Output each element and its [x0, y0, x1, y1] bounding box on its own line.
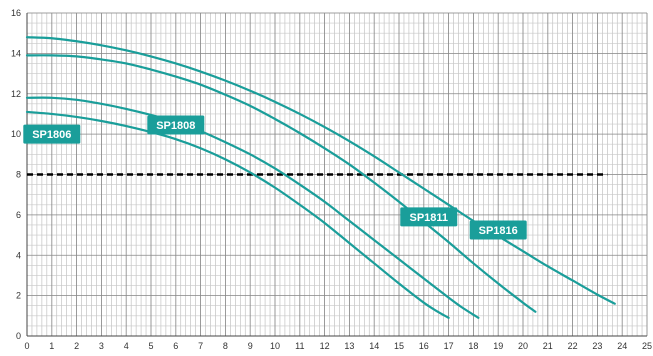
- x-tick-label: 15: [394, 341, 404, 351]
- x-tick-label: 25: [642, 341, 652, 351]
- y-tick-label: 6: [16, 210, 21, 220]
- y-tick-label: 16: [11, 8, 21, 18]
- y-tick-label: 14: [11, 48, 21, 58]
- y-tick-label: 12: [11, 89, 21, 99]
- y-tick-label: 10: [11, 129, 21, 139]
- x-tick-label: 8: [223, 341, 228, 351]
- x-tick-label: 5: [148, 341, 153, 351]
- x-tick-label: 16: [419, 341, 429, 351]
- x-tick-label: 14: [369, 341, 379, 351]
- y-tick-label: 0: [16, 331, 21, 341]
- x-tick-label: 12: [320, 341, 330, 351]
- x-tick-label: 10: [270, 341, 280, 351]
- x-tick-label: 6: [173, 341, 178, 351]
- series-line-sp1806: [25, 110, 450, 319]
- x-tick-label: 19: [493, 341, 503, 351]
- label-badge-sp1811: [400, 207, 458, 227]
- x-tick-label: 20: [518, 341, 528, 351]
- grid: [26, 12, 648, 337]
- label-badge-sp1806: [23, 124, 81, 144]
- label-text-sp1806: SP1806: [32, 129, 71, 141]
- x-tick-label: 11: [295, 341, 304, 351]
- x-tick-label: 24: [617, 341, 627, 351]
- label-text-sp1811: SP1811: [409, 212, 448, 224]
- y-tick-label: 2: [16, 291, 21, 301]
- x-tick-label: 7: [198, 341, 203, 351]
- y-tick-label: 8: [16, 170, 21, 180]
- x-tick-label: 0: [24, 341, 29, 351]
- x-tick-label: 13: [344, 341, 354, 351]
- x-tick-label: 18: [468, 341, 478, 351]
- x-tick-label: 2: [74, 341, 79, 351]
- x-tick-label: 4: [124, 341, 129, 351]
- x-tick-label: 17: [444, 341, 454, 351]
- label-badge-sp1816: [469, 220, 527, 240]
- x-tick-label: 23: [592, 341, 602, 351]
- label-badge-sp1808: [147, 115, 205, 135]
- x-tick-label: 22: [568, 341, 578, 351]
- y-tick-label: 4: [16, 250, 21, 260]
- label-text-sp1808: SP1808: [156, 120, 195, 132]
- series-line-sp1816: [25, 36, 616, 305]
- x-tick-label: 3: [99, 341, 104, 351]
- x-tick-label: 1: [49, 341, 54, 351]
- series-line-sp1808: [25, 96, 480, 319]
- label-text-sp1816: SP1816: [479, 225, 518, 237]
- series-line-sp1811: [25, 54, 537, 313]
- x-tick-label: 9: [248, 341, 253, 351]
- x-tick-label: 21: [543, 341, 553, 351]
